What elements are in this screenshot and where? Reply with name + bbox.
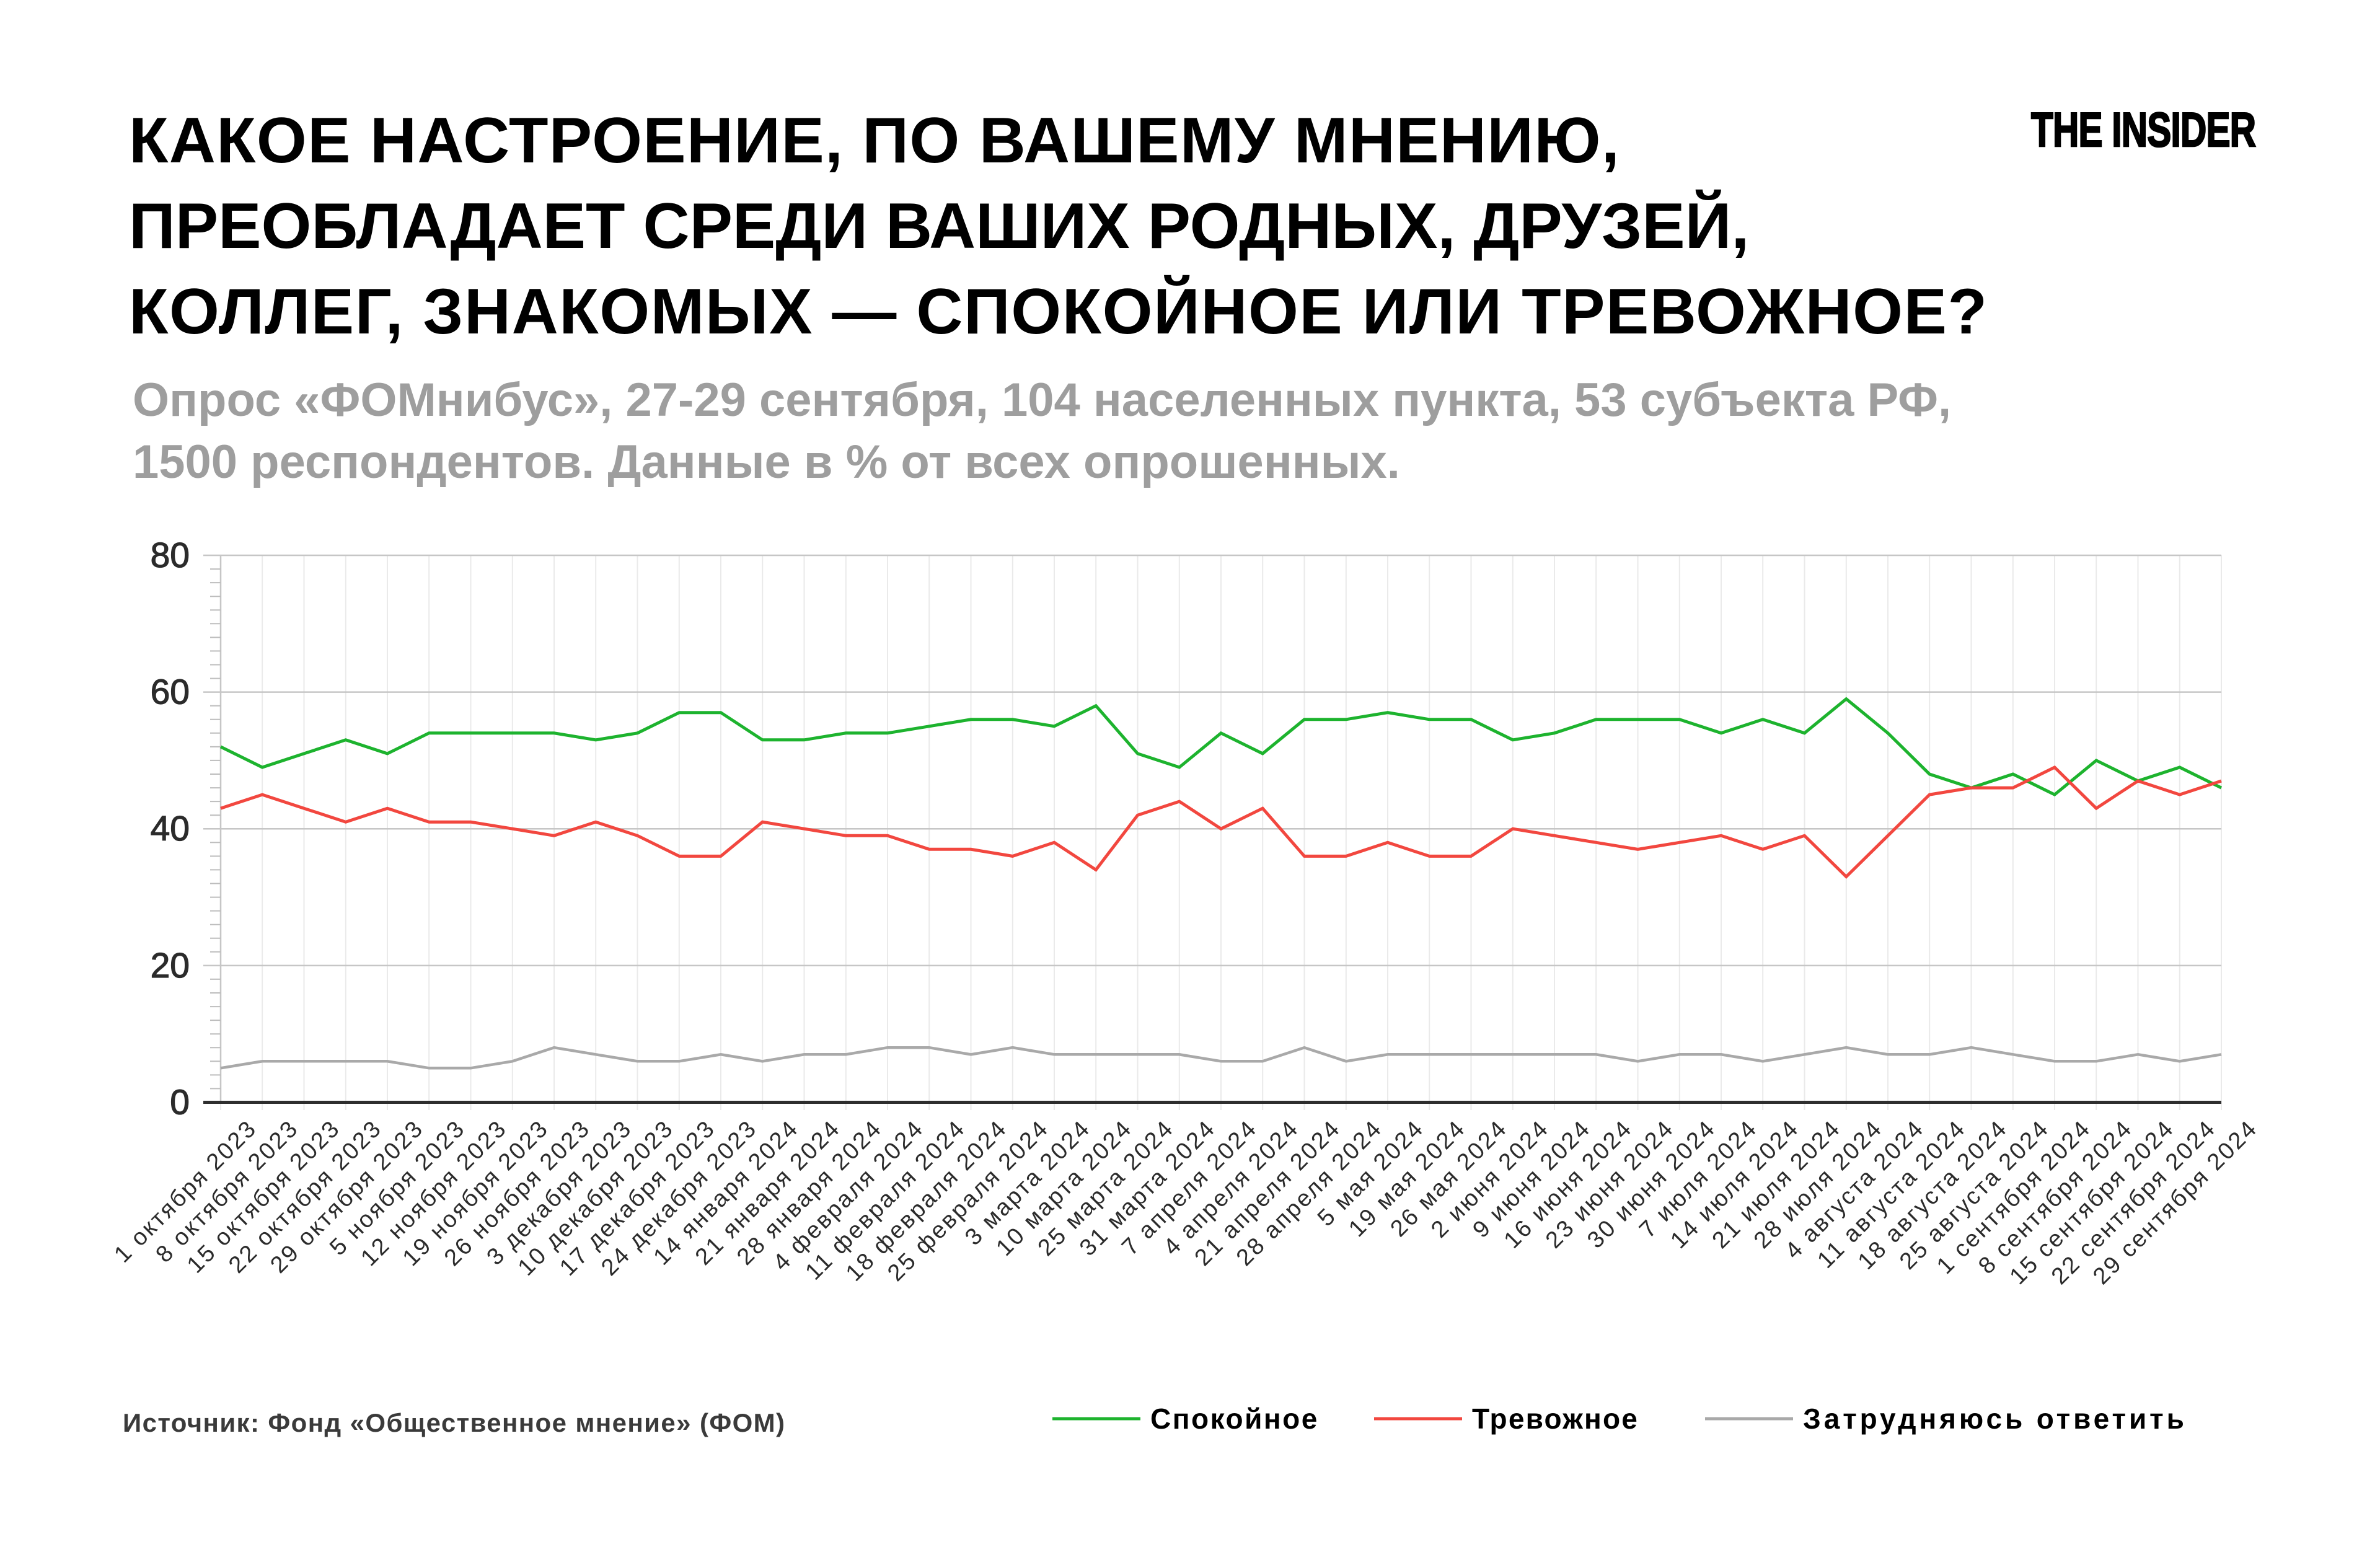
svg-text:0: 0: [170, 1083, 190, 1122]
svg-text:Тревожное: Тревожное: [1472, 1403, 1639, 1435]
svg-text:Затрудняюсь ответить: Затрудняюсь ответить: [1803, 1403, 2187, 1435]
svg-text:Источник: Фонд «Общественное м: Источник: Фонд «Общественное мнение» (ФО…: [123, 1408, 785, 1437]
svg-text:60: 60: [151, 672, 190, 712]
svg-text:20: 20: [151, 946, 190, 985]
svg-text:40: 40: [151, 809, 190, 848]
svg-text:Спокойное: Спокойное: [1150, 1403, 1319, 1435]
svg-text:80: 80: [151, 536, 190, 575]
